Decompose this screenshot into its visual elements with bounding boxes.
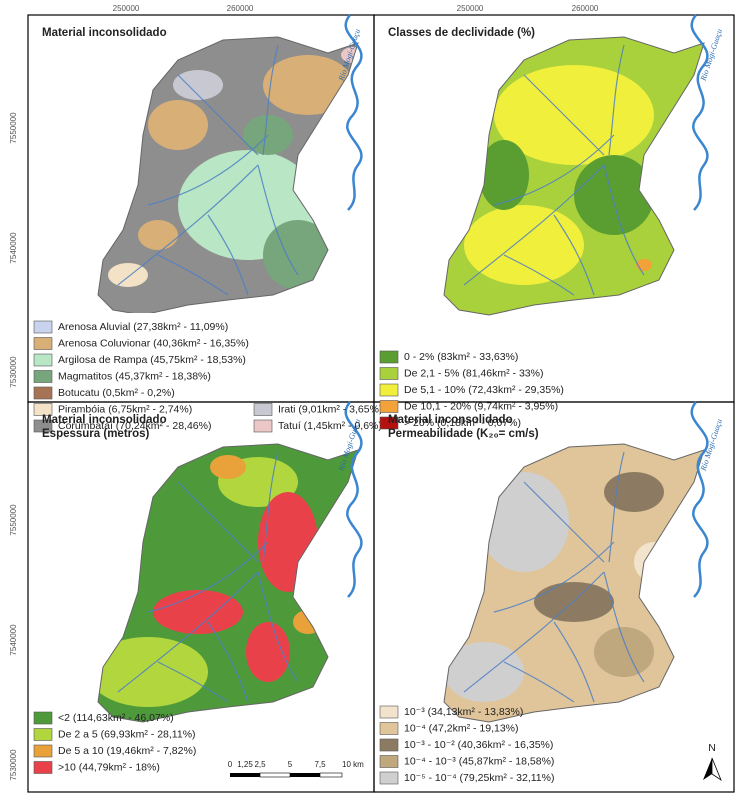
coord-label: 7530000: [9, 749, 18, 781]
scale-label: 0: [228, 760, 233, 769]
legend-swatch: [379, 722, 399, 735]
legend-swatch: [33, 403, 53, 416]
scale-label: 2,5: [254, 760, 266, 769]
legend-swatch: [33, 744, 53, 758]
scale-bar: [230, 772, 343, 778]
legend-swatch: [379, 705, 399, 719]
legend-label: <2 (114,63km² - 46,07%): [58, 712, 174, 724]
legend-label: Argilosa de Rampa (45,75km² - 18,53%): [58, 354, 246, 366]
legend-swatch: [33, 386, 53, 400]
legend-label: Botucatu (0,5km² - 0,2%): [58, 387, 175, 399]
legend-swatch: [379, 367, 399, 380]
north-label: N: [708, 742, 716, 754]
map-panel: [97, 13, 363, 316]
legend-swatch: [379, 383, 399, 397]
river-label: Rio Mogi-Guaçu: [698, 418, 724, 473]
scale-label: 10 km: [342, 760, 364, 769]
legend-swatch: [33, 711, 53, 725]
legend-label: 10⁻³ (34,13km² - 13,83%): [404, 706, 523, 718]
legend-swatch: [379, 771, 399, 785]
panel-title: Material inconsolidado: [42, 27, 167, 39]
legend-swatch: [379, 755, 399, 768]
river-label: Rio Mogi-Guaçu: [698, 28, 724, 83]
legend-swatch: [33, 370, 53, 383]
legend-swatch: [33, 337, 53, 350]
legend-swatch: [253, 403, 273, 416]
legend-swatch: [379, 400, 399, 413]
legend-label: 0 - 2% (83km² - 33,63%): [404, 351, 518, 363]
legend-label: Tatuí (1,45km² - 0,6%): [278, 420, 382, 432]
scale-label: 7,5: [314, 760, 326, 769]
legend-swatch: [379, 416, 399, 430]
legend-label: >10 (44,79km² - 18%): [58, 761, 160, 773]
legend-label: 10⁻³ - 10⁻² (40,36km² - 16,35%): [404, 739, 553, 751]
legend-label: De 5 a 10 (19,46km² - 7,82%): [58, 745, 196, 757]
legend-swatch: [379, 738, 399, 752]
legend-label: Corumbataí (70,24km² - 28,46%): [58, 420, 211, 432]
legend-label: 10⁻⁴ - 10⁻³ (45,87km² - 18,58%): [404, 755, 554, 767]
legend-label: De 5,1 - 10% (72,43km² - 29,35%): [404, 384, 564, 396]
panel-title: Material inconsolidado: [388, 414, 513, 426]
legend-label: Arenosa Aluvial (27,38km² - 11,09%): [58, 321, 228, 333]
legend-label: 10⁻⁵ - 10⁻⁴ (79,25km² - 32,11%): [404, 772, 554, 784]
scale-label: 5: [288, 760, 293, 769]
legend-swatch: [33, 320, 53, 334]
legend-label: Magmatitos (45,37km² - 18,38%): [58, 370, 211, 382]
legend-label: Pirambóia (6,75km² - 2,74%): [58, 403, 192, 415]
map-panel: [97, 400, 363, 723]
coord-label: 250000: [113, 4, 140, 13]
panel-title: Material inconsolidado: [42, 414, 167, 426]
map-panel: [443, 400, 709, 723]
legend-label: > 20% (0,18km² - 0,07%): [404, 417, 521, 429]
coord-label: 260000: [227, 4, 254, 13]
legend-swatch: [379, 350, 399, 364]
coord-label: 260000: [572, 4, 599, 13]
legend-label: De 2,1 - 5% (81,46km² - 33%): [404, 367, 543, 379]
legend-swatch: [33, 728, 53, 741]
panel-title: Classes de declividade (%): [388, 27, 535, 39]
panel-grid: [27, 14, 735, 793]
legend-swatch: [33, 419, 53, 433]
panel-title: Permeabilidade (K₂₀= cm/s): [388, 428, 539, 440]
scale-label: 1,25: [237, 760, 253, 769]
legend-label: Irati (9,01km² - 3,65%): [278, 403, 382, 415]
legend-box: [30, 313, 372, 400]
coord-label: 250000: [457, 4, 484, 13]
coord-label: 7550000: [9, 504, 18, 536]
legend-label: De 10,1 - 20% (9,74km² - 3,95%): [404, 400, 558, 412]
panel-title: Espessura (metros): [42, 428, 150, 440]
north-arrow: [703, 757, 722, 782]
legend-label: Arenosa Coluvionar (40,36km² - 16,35%): [58, 337, 249, 349]
legend-swatch: [253, 419, 273, 433]
legend-label: 10⁻⁴ (47,2km² - 19,13%): [404, 722, 519, 734]
legend-swatch: [33, 761, 53, 774]
coord-label: 7540000: [9, 624, 18, 656]
coord-label: 7550000: [9, 112, 18, 144]
legend-swatch: [33, 353, 53, 367]
coord-label: 7540000: [9, 232, 18, 264]
legend-label: De 2 a 5 (69,93km² - 28,11%): [58, 728, 196, 740]
coord-label: 7530000: [9, 356, 18, 388]
map-panel: [443, 13, 709, 316]
